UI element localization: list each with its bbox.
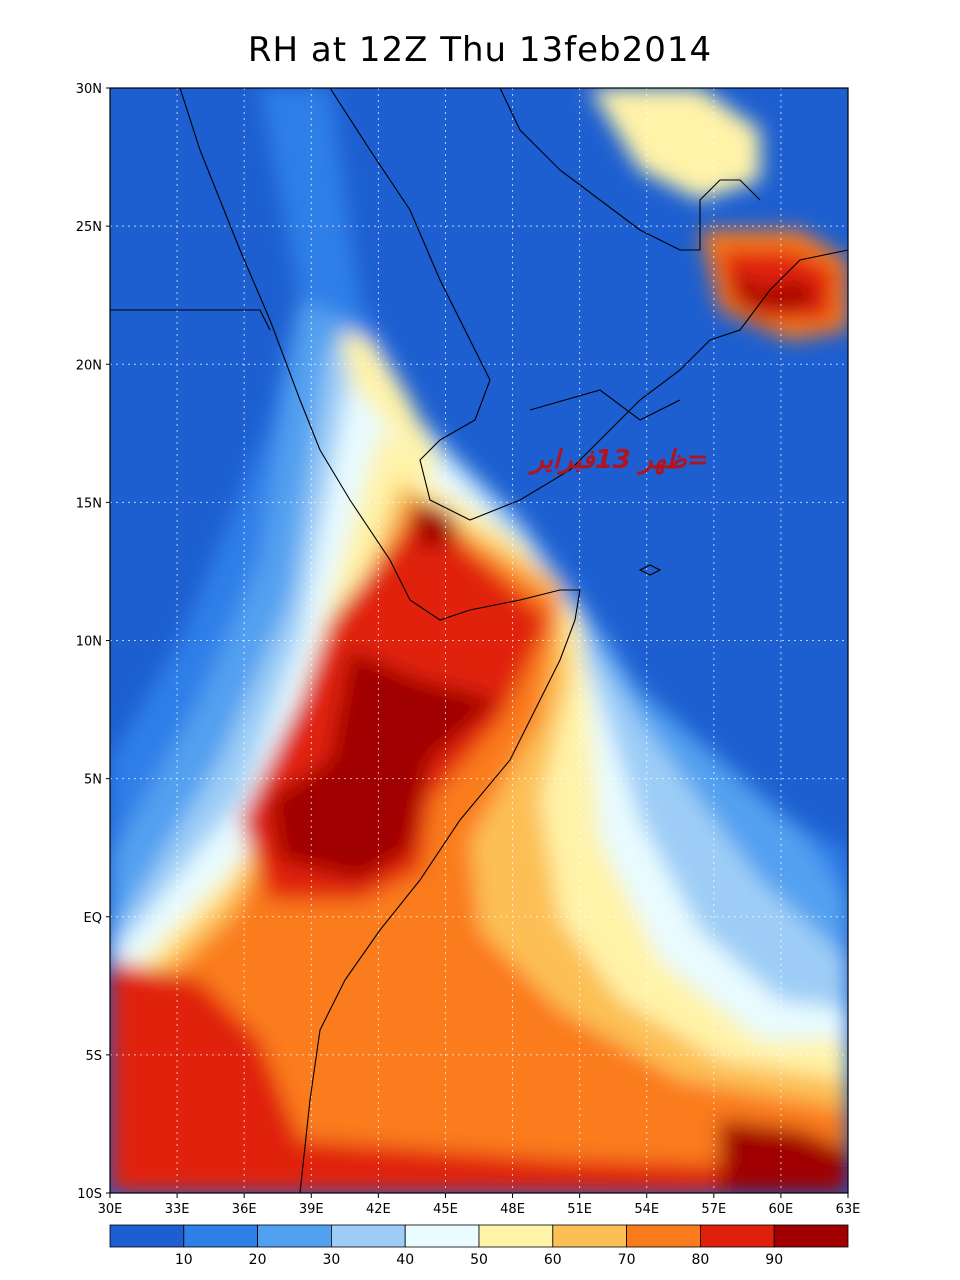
- lon-tick-label: 39E: [299, 1202, 324, 1217]
- lat-tick-label: 15N: [76, 496, 102, 511]
- lon-tick-label: 51E: [567, 1202, 592, 1217]
- lon-tick-label: 45E: [433, 1202, 458, 1217]
- colorbar-swatch: [109, 1224, 185, 1248]
- lon-tick-label: 33E: [165, 1202, 190, 1217]
- lat-lon-grid: [110, 88, 848, 1193]
- lat-tick-label: 30N: [76, 82, 102, 97]
- lon-tick-label: 42E: [366, 1202, 391, 1217]
- lat-tick-label: 10N: [76, 635, 102, 650]
- lon-tick-label: 63E: [836, 1202, 861, 1217]
- colorbar-swatch: [478, 1224, 554, 1248]
- lat-tick-label: EQ: [84, 911, 102, 926]
- colorbar-swatch: [404, 1224, 480, 1248]
- colorbar-label: 30: [322, 1252, 340, 1268]
- colorbar-label: 90: [765, 1252, 783, 1268]
- colorbar-swatch: [330, 1224, 406, 1248]
- colorbar-label: 10: [175, 1252, 193, 1268]
- lat-tick-label: 20N: [76, 358, 102, 373]
- lon-tick-label: 60E: [769, 1202, 794, 1217]
- lat-axis: 30N 25N 20N 15N 10N 5N EQ 5S 10S: [76, 82, 110, 1202]
- colorbar-swatch: [257, 1224, 332, 1248]
- rh-field: [110, 88, 848, 1193]
- lat-tick-label: 10S: [77, 1187, 102, 1202]
- colorbar-label: 60: [544, 1252, 562, 1268]
- overlay-label: ظهر 13فبراير=: [527, 445, 709, 475]
- colorbar-label: 40: [396, 1252, 414, 1268]
- lon-tick-label: 57E: [701, 1202, 726, 1217]
- colorbar-swatch: [552, 1224, 627, 1248]
- map-title: RH at 12Z Thu 13feb2014: [247, 30, 713, 70]
- coastlines: [110, 88, 848, 1193]
- colorbar-label: 80: [691, 1252, 709, 1268]
- lon-tick-label: 54E: [634, 1202, 659, 1217]
- lat-tick-label: 25N: [76, 220, 102, 235]
- colorbar-swatch: [700, 1224, 775, 1248]
- colorbar-label: 50: [470, 1252, 488, 1268]
- colorbar-label: 70: [618, 1252, 636, 1268]
- colorbar: 10 20 30 40 50 60 70 80 90: [109, 1224, 849, 1268]
- colorbar-label: 20: [249, 1252, 267, 1268]
- lon-axis: 30E 33E 36E 39E 42E 45E 48E 51E 54E 57E 60E 63E: [98, 1193, 861, 1217]
- colorbar-swatch: [626, 1224, 701, 1248]
- lon-tick-label: 48E: [500, 1202, 525, 1217]
- colorbar-swatch: [773, 1224, 849, 1248]
- lon-tick-label: 36E: [232, 1202, 257, 1217]
- lon-tick-label: 30E: [98, 1202, 123, 1217]
- lat-tick-label: 5N: [84, 773, 102, 788]
- colorbar-swatch: [183, 1224, 259, 1248]
- lat-tick-label: 5S: [85, 1049, 102, 1064]
